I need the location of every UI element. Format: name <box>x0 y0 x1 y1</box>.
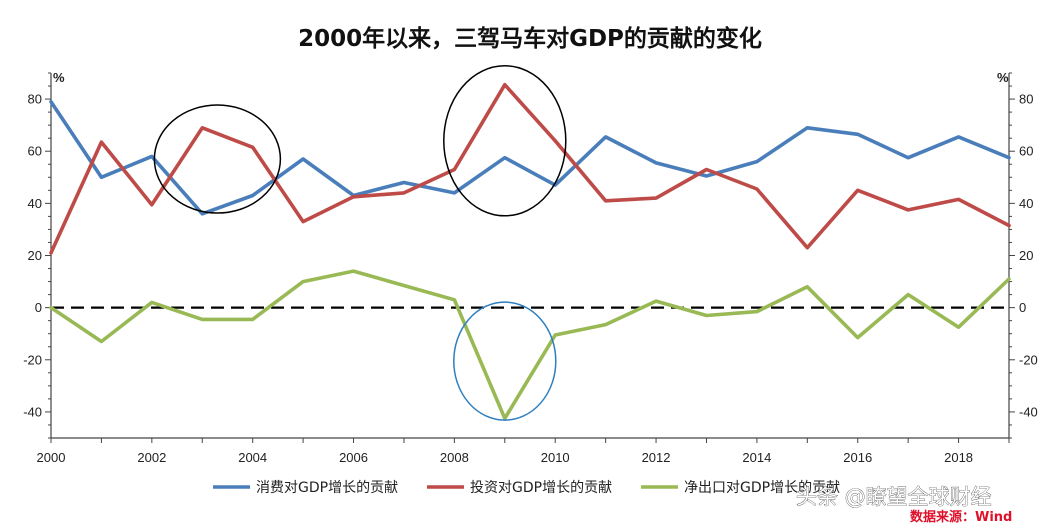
x-tick-label: 2000 <box>37 450 66 465</box>
y-tick-label-left: 20 <box>28 248 42 263</box>
annotation-ellipse-2009-trough <box>453 301 557 421</box>
x-tick-label: 2004 <box>238 450 267 465</box>
y-axis-unit-left: % <box>53 70 65 85</box>
annotation-ellipse-2003 <box>153 104 282 214</box>
y-tick-label-left: -20 <box>23 352 42 367</box>
y-tick-label-right: -20 <box>1019 352 1038 367</box>
axes: -40 -40 -20 -20 0 0 20 20 40 40 60 60 80 80 2000 2002 20… <box>23 72 1038 465</box>
data-source: 数据来源：Wind <box>910 509 1012 525</box>
x-tick-label: 2018 <box>944 450 973 465</box>
y-tick-label-left: 0 <box>35 300 42 315</box>
y-tick-label-right: 40 <box>1019 196 1033 211</box>
y-tick-label-right: 60 <box>1019 144 1033 159</box>
x-tick-label: 2008 <box>440 450 469 465</box>
series-line-1 <box>49 99 1011 216</box>
legend-label-2: 投资对GDP增长的贡献 <box>470 480 612 496</box>
chart-title: 2000年以来，三驾马车对GDP的贡献的变化 <box>298 25 762 52</box>
y-tick-label-right: -40 <box>1019 404 1038 419</box>
y-tick-label-left: 60 <box>28 144 42 159</box>
x-tick-label: 2016 <box>843 450 872 465</box>
series-line-2 <box>49 82 1011 255</box>
x-tick-label: 2010 <box>541 450 570 465</box>
series-lines <box>49 82 1011 421</box>
legend: 消费对GDP增长的贡献 投资对GDP增长的贡献 净出口对GDP增长的贡献 <box>213 480 840 496</box>
legend-label-3: 净出口对GDP增长的贡献 <box>684 480 840 496</box>
series-line-3 <box>49 269 1011 421</box>
x-tick-label: 2012 <box>642 450 671 465</box>
x-tick-label: 2002 <box>137 450 166 465</box>
x-tick-label: 2006 <box>339 450 368 465</box>
y-tick-label-left: 40 <box>28 196 42 211</box>
watermark: 头条 @瞭望全球财经 <box>796 485 992 509</box>
annotation-ellipse-2009-peak <box>443 65 567 217</box>
x-tick-label: 2014 <box>742 450 771 465</box>
y-tick-label-left: 80 <box>28 92 42 107</box>
y-tick-label-right: 0 <box>1019 300 1026 315</box>
y-tick-label-left: -40 <box>23 404 42 419</box>
y-tick-label-right: 80 <box>1019 92 1033 107</box>
y-tick-label-right: 20 <box>1019 248 1033 263</box>
annotation-ellipses <box>153 65 567 421</box>
legend-label-1: 消费对GDP增长的贡献 <box>256 480 398 496</box>
y-axis-unit-right: % <box>997 70 1009 85</box>
